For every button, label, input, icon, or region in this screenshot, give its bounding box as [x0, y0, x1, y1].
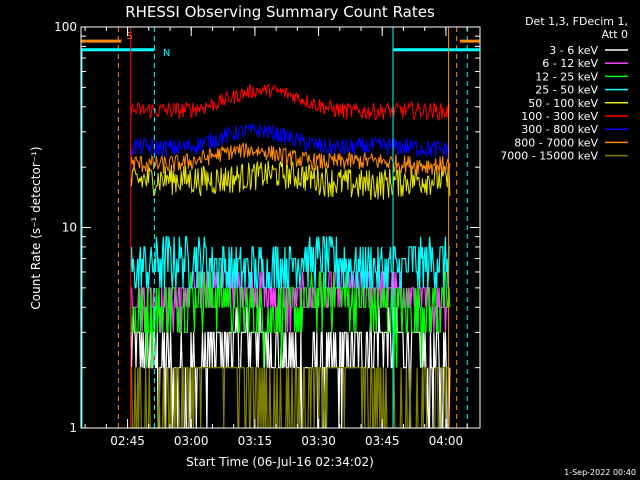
legend-label: 300 - 800 keV: [521, 123, 598, 136]
legend-label: 7000 - 15000 keV: [500, 150, 598, 163]
plot-markers-group: SN: [81, 27, 480, 428]
series-line-12-25kev: [130, 271, 451, 368]
legend-label: 12 - 25 keV: [535, 70, 598, 83]
chart-title: RHESSI Observing Summary Count Rates: [125, 3, 435, 21]
series-line-800-7000kev: [130, 142, 451, 175]
x-tick-label: 03:00: [174, 434, 209, 448]
x-tick-label: 03:30: [301, 434, 336, 448]
legend-header-line-2: Att 0: [602, 28, 628, 41]
series-line-50-100kev: [130, 160, 451, 201]
y-axis-label: Count Rate (s⁻¹ detector⁻¹): [29, 146, 43, 309]
x-axis-label: Start Time (06-Jul-16 02:34:02): [186, 455, 374, 469]
y-tick-label: 100: [54, 20, 77, 34]
series-line-100-300kev: [130, 82, 451, 122]
y-tick-labels: 1 10 100: [54, 20, 77, 435]
marker-label-saa: S: [126, 31, 132, 42]
x-tick-label: 03:45: [365, 434, 400, 448]
footer-date: 1-Sep-2022 00:40: [564, 468, 636, 477]
x-tick-label: 03:15: [238, 434, 273, 448]
marker-label-night: N: [163, 48, 170, 59]
series-line-300-800kev: [130, 123, 451, 159]
legend-header-line-1: Det 1,3, FDecim 1,: [525, 15, 628, 28]
legend-label: 25 - 50 keV: [535, 84, 598, 97]
legend-label: 50 - 100 keV: [528, 97, 598, 110]
x-tick-labels: 02:45 03:00 03:15 03:30 03:45 04:00: [110, 434, 463, 448]
legend-label: 6 - 12 keV: [542, 57, 598, 70]
series-line-25-50kev: [130, 236, 450, 289]
x-tick-label: 02:45: [110, 434, 145, 448]
plot-frame-group: [80, 26, 481, 429]
y-tick-label: 1: [69, 421, 77, 435]
legend-label: 3 - 6 keV: [549, 44, 598, 57]
legend-label: 100 - 300 keV: [521, 110, 598, 123]
legend-label: 800 - 7000 keV: [514, 136, 598, 149]
x-tick-label: 04:00: [429, 434, 464, 448]
y-tick-label: 10: [62, 221, 77, 235]
